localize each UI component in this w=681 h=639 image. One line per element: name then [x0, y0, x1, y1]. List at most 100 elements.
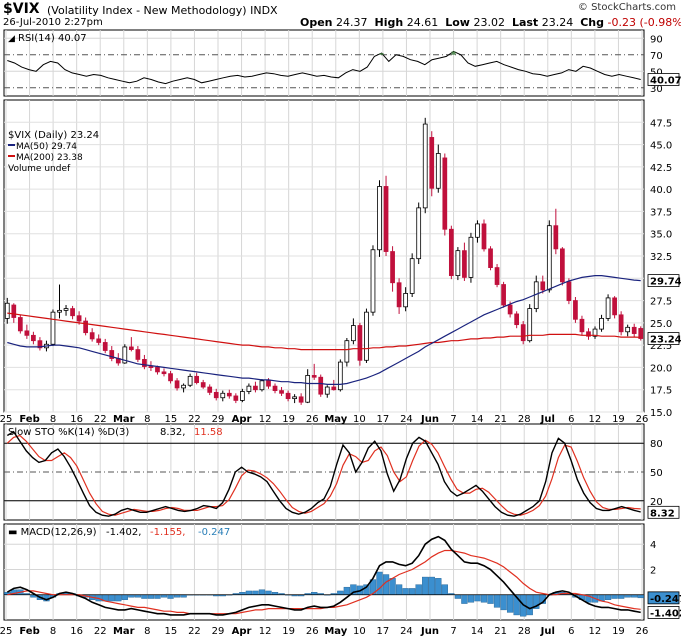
source-credit: © StockCharts.com [577, 2, 676, 13]
candle-body [351, 325, 356, 342]
candle-body [57, 309, 62, 313]
candle-body [403, 293, 408, 308]
price-axis-label: 42.5 [650, 163, 672, 174]
price-x-tick-label: Feb [19, 414, 39, 425]
candle-body [540, 281, 546, 291]
macd-hist-last-value: -0.247 [650, 594, 681, 605]
macd-axis-label: 4 [650, 540, 656, 551]
macd-histogram-bar [108, 594, 115, 602]
rsi-legend-icon: ◢ [8, 34, 15, 44]
macd-x-tick-label: 8 [144, 626, 150, 637]
macd-histogram-bar [147, 594, 155, 599]
ma50-line [7, 275, 641, 385]
candle-body [422, 123, 428, 209]
rsi-last-value-box [647, 73, 680, 86]
price-x-tick-label: 29 [212, 414, 225, 425]
price-x-tick-label: 8 [144, 414, 150, 425]
macd-histogram-bar [480, 594, 488, 603]
macd-line [6, 535, 641, 616]
candle-body [560, 248, 565, 283]
price-x-tick-label: Apr [232, 414, 252, 425]
candle-body [396, 282, 402, 308]
candle-body [142, 359, 147, 367]
candle-body [17, 317, 23, 332]
candle-body [442, 157, 448, 230]
low-label: Low [445, 16, 470, 29]
candle-body [213, 391, 219, 399]
candle-body [605, 297, 611, 319]
macd-histogram-bar [493, 594, 501, 608]
candle-body [409, 258, 415, 294]
rsi-line [7, 50, 641, 85]
candle-body [11, 304, 17, 318]
ma200-line [7, 312, 641, 351]
candle-body [259, 380, 265, 391]
macd-histogram-bar [337, 590, 344, 595]
macd-x-tick-label: 8 [50, 626, 56, 637]
price-axis-label: 15.0 [650, 408, 672, 419]
candle-body [148, 366, 154, 368]
quote-date: 26-Jul-2010 2:27pm [3, 17, 103, 28]
price-legend-symbol: $VIX (Daily) 23.24 [8, 130, 99, 141]
macd-x-tick-label: 21 [494, 626, 507, 637]
candle-body [318, 376, 324, 395]
price-axis-label: 27.5 [650, 297, 672, 308]
stochastic-last-value: 8.32 [650, 508, 675, 519]
price-axis-label: 25.0 [650, 319, 672, 330]
candle-body [592, 328, 598, 337]
candle-body [573, 300, 578, 320]
price-last-value-box [647, 332, 680, 345]
candle-body [207, 386, 213, 393]
macd-x-tick-label: 14 [471, 626, 484, 637]
macd-histogram-bar [422, 576, 429, 595]
macd-histogram-bar [611, 594, 618, 599]
macd-legend-hist: -0.247 [198, 527, 230, 538]
macd-x-tick-label: 15 [165, 626, 178, 637]
price-axis-label: 35.0 [650, 230, 672, 241]
macd-x-tick-label: 26 [306, 626, 319, 637]
price-axis-label: 37.5 [650, 207, 672, 218]
macd-histogram-bar [252, 590, 259, 595]
stochastic-axis-label: 80 [650, 439, 663, 450]
candle-body [240, 391, 245, 401]
stochastic-axis-label: 50 [650, 468, 663, 479]
macd-legend-signal: -1.155, [150, 527, 185, 538]
candle-body [233, 395, 239, 401]
candle-body [174, 380, 180, 389]
macd-histogram-bar [604, 594, 612, 600]
rsi-axis-label: 90 [650, 34, 663, 45]
price-axis-label: 20.0 [650, 363, 672, 374]
candle-body [311, 375, 317, 378]
candle-body [135, 349, 141, 360]
candle-body [370, 249, 376, 313]
price-axis-label: 47.5 [650, 118, 672, 129]
candle-body [298, 396, 304, 403]
price-x-tick-label: 15 [165, 414, 178, 425]
candle-body [625, 326, 631, 333]
candle-body [599, 317, 604, 330]
exchange-label: INDX [250, 4, 278, 17]
macd-histogram-bar [245, 590, 253, 595]
rsi-axis-label: 50 [650, 67, 663, 78]
macd-histogram-bar [167, 594, 174, 599]
macd-x-tick-label: Apr [232, 626, 252, 637]
last-value: 23.24 [541, 16, 574, 29]
macd-histogram-bar [415, 584, 422, 595]
macd-x-tick-label: 10 [353, 626, 366, 637]
candle-body [285, 392, 291, 400]
macd-histogram-bar [258, 589, 266, 595]
macd-x-tick-label: May [324, 626, 347, 637]
macd-histogram-bar [526, 594, 533, 616]
candle-body [70, 308, 75, 317]
candle-body [266, 380, 271, 387]
candle-body [553, 225, 559, 250]
symbol-title: $VIX [3, 1, 40, 17]
price-x-tick-label: 19 [282, 414, 295, 425]
macd-histogram-bar [618, 594, 625, 599]
price-x-tick-label: 28 [518, 414, 531, 425]
chg-value: -0.23 (-0.98%) [607, 16, 681, 29]
candle-body [586, 331, 591, 337]
price-x-tick-label: 19 [612, 414, 625, 425]
stochastic-k-line [6, 430, 641, 517]
